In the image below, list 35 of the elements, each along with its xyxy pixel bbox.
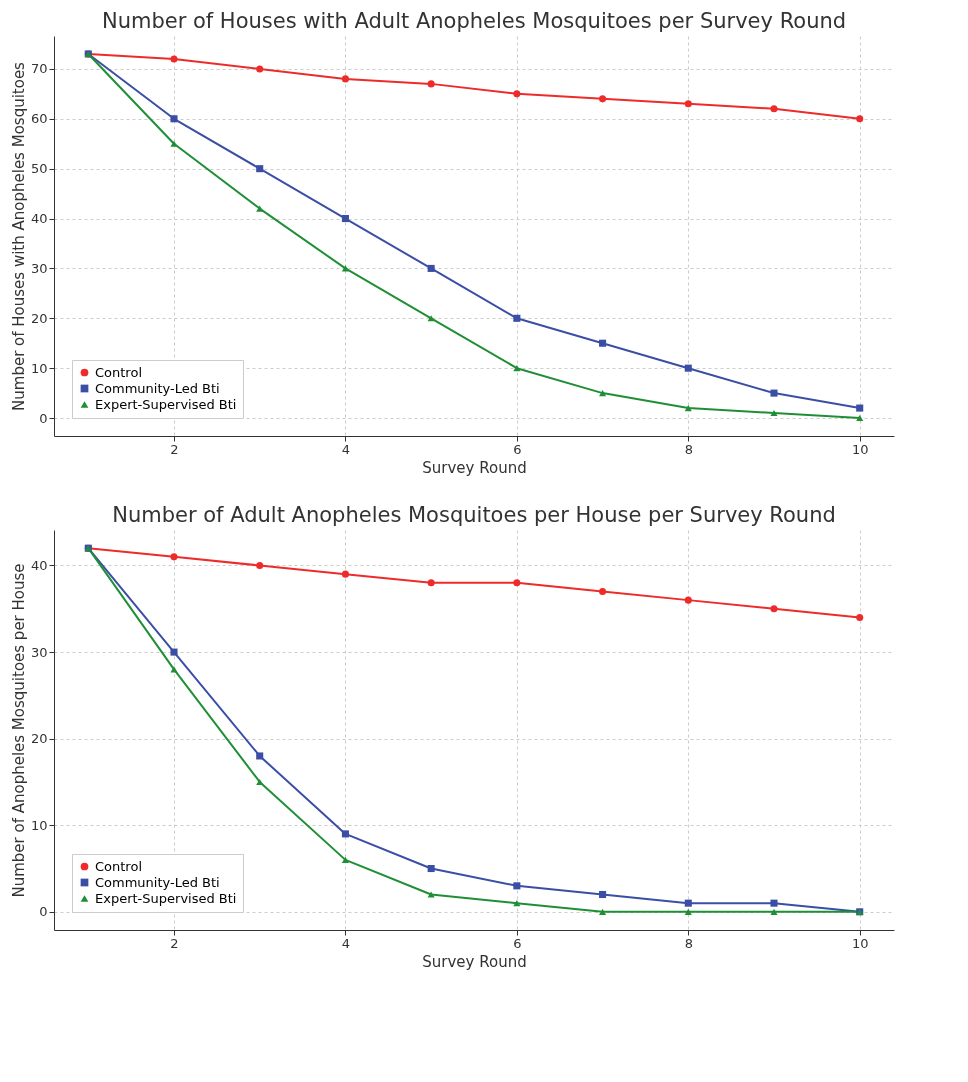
- x-tick-label: 8: [684, 935, 693, 951]
- y-tick-label: 30: [30, 260, 48, 276]
- x-tick-label: 6: [513, 441, 522, 457]
- y-tick-label: 0: [39, 904, 48, 920]
- x-tick-label: 2: [170, 935, 179, 951]
- y-tick-label: 20: [30, 310, 48, 326]
- y-tick-label: 40: [30, 558, 48, 573]
- y-tick-label: 60: [30, 111, 48, 127]
- legend-label: Control: [95, 858, 142, 874]
- y-tick-label: 50: [30, 161, 48, 177]
- y-tick-label: 40: [30, 211, 48, 227]
- y-tick-label: 20: [30, 731, 48, 747]
- chart-title: Number of Houses with Adult Anopheles Mosquitoes per Survey Round: [101, 9, 847, 33]
- y-axis-title: Number of Houses with Anopheles Mosquitoes: [9, 61, 28, 411]
- y-axis-title: Number of Anopheles Mosquitoes per House: [9, 563, 28, 898]
- x-tick-label: 8: [684, 441, 693, 457]
- x-axis-title: Survey Round: [422, 458, 527, 477]
- x-tick-label: 10: [851, 935, 869, 951]
- x-axis-title: Survey Round: [422, 952, 527, 971]
- legend-label: Expert-Supervised Bti: [95, 396, 237, 412]
- chart-title: Number of Adult Anopheles Mosquitoes per House per Survey Round: [112, 503, 836, 527]
- legend-label: Community-Led Bti: [95, 380, 220, 396]
- x-tick-label: 4: [341, 441, 351, 457]
- y-tick-label: 30: [30, 644, 48, 660]
- x-tick-label: 6: [513, 935, 522, 951]
- y-tick-label: 70: [30, 61, 48, 77]
- x-tick-label: 4: [341, 935, 351, 951]
- y-tick-label: 10: [30, 360, 48, 376]
- x-tick-label: 2: [170, 441, 179, 457]
- legend-label: Control: [95, 364, 142, 380]
- legend-label: Expert-Supervised Bti: [95, 890, 237, 906]
- legend-label: Community-Led Bti: [95, 874, 220, 890]
- y-tick-label: 0: [39, 410, 48, 426]
- x-tick-label: 10: [851, 441, 869, 457]
- y-tick-label: 10: [30, 817, 48, 833]
